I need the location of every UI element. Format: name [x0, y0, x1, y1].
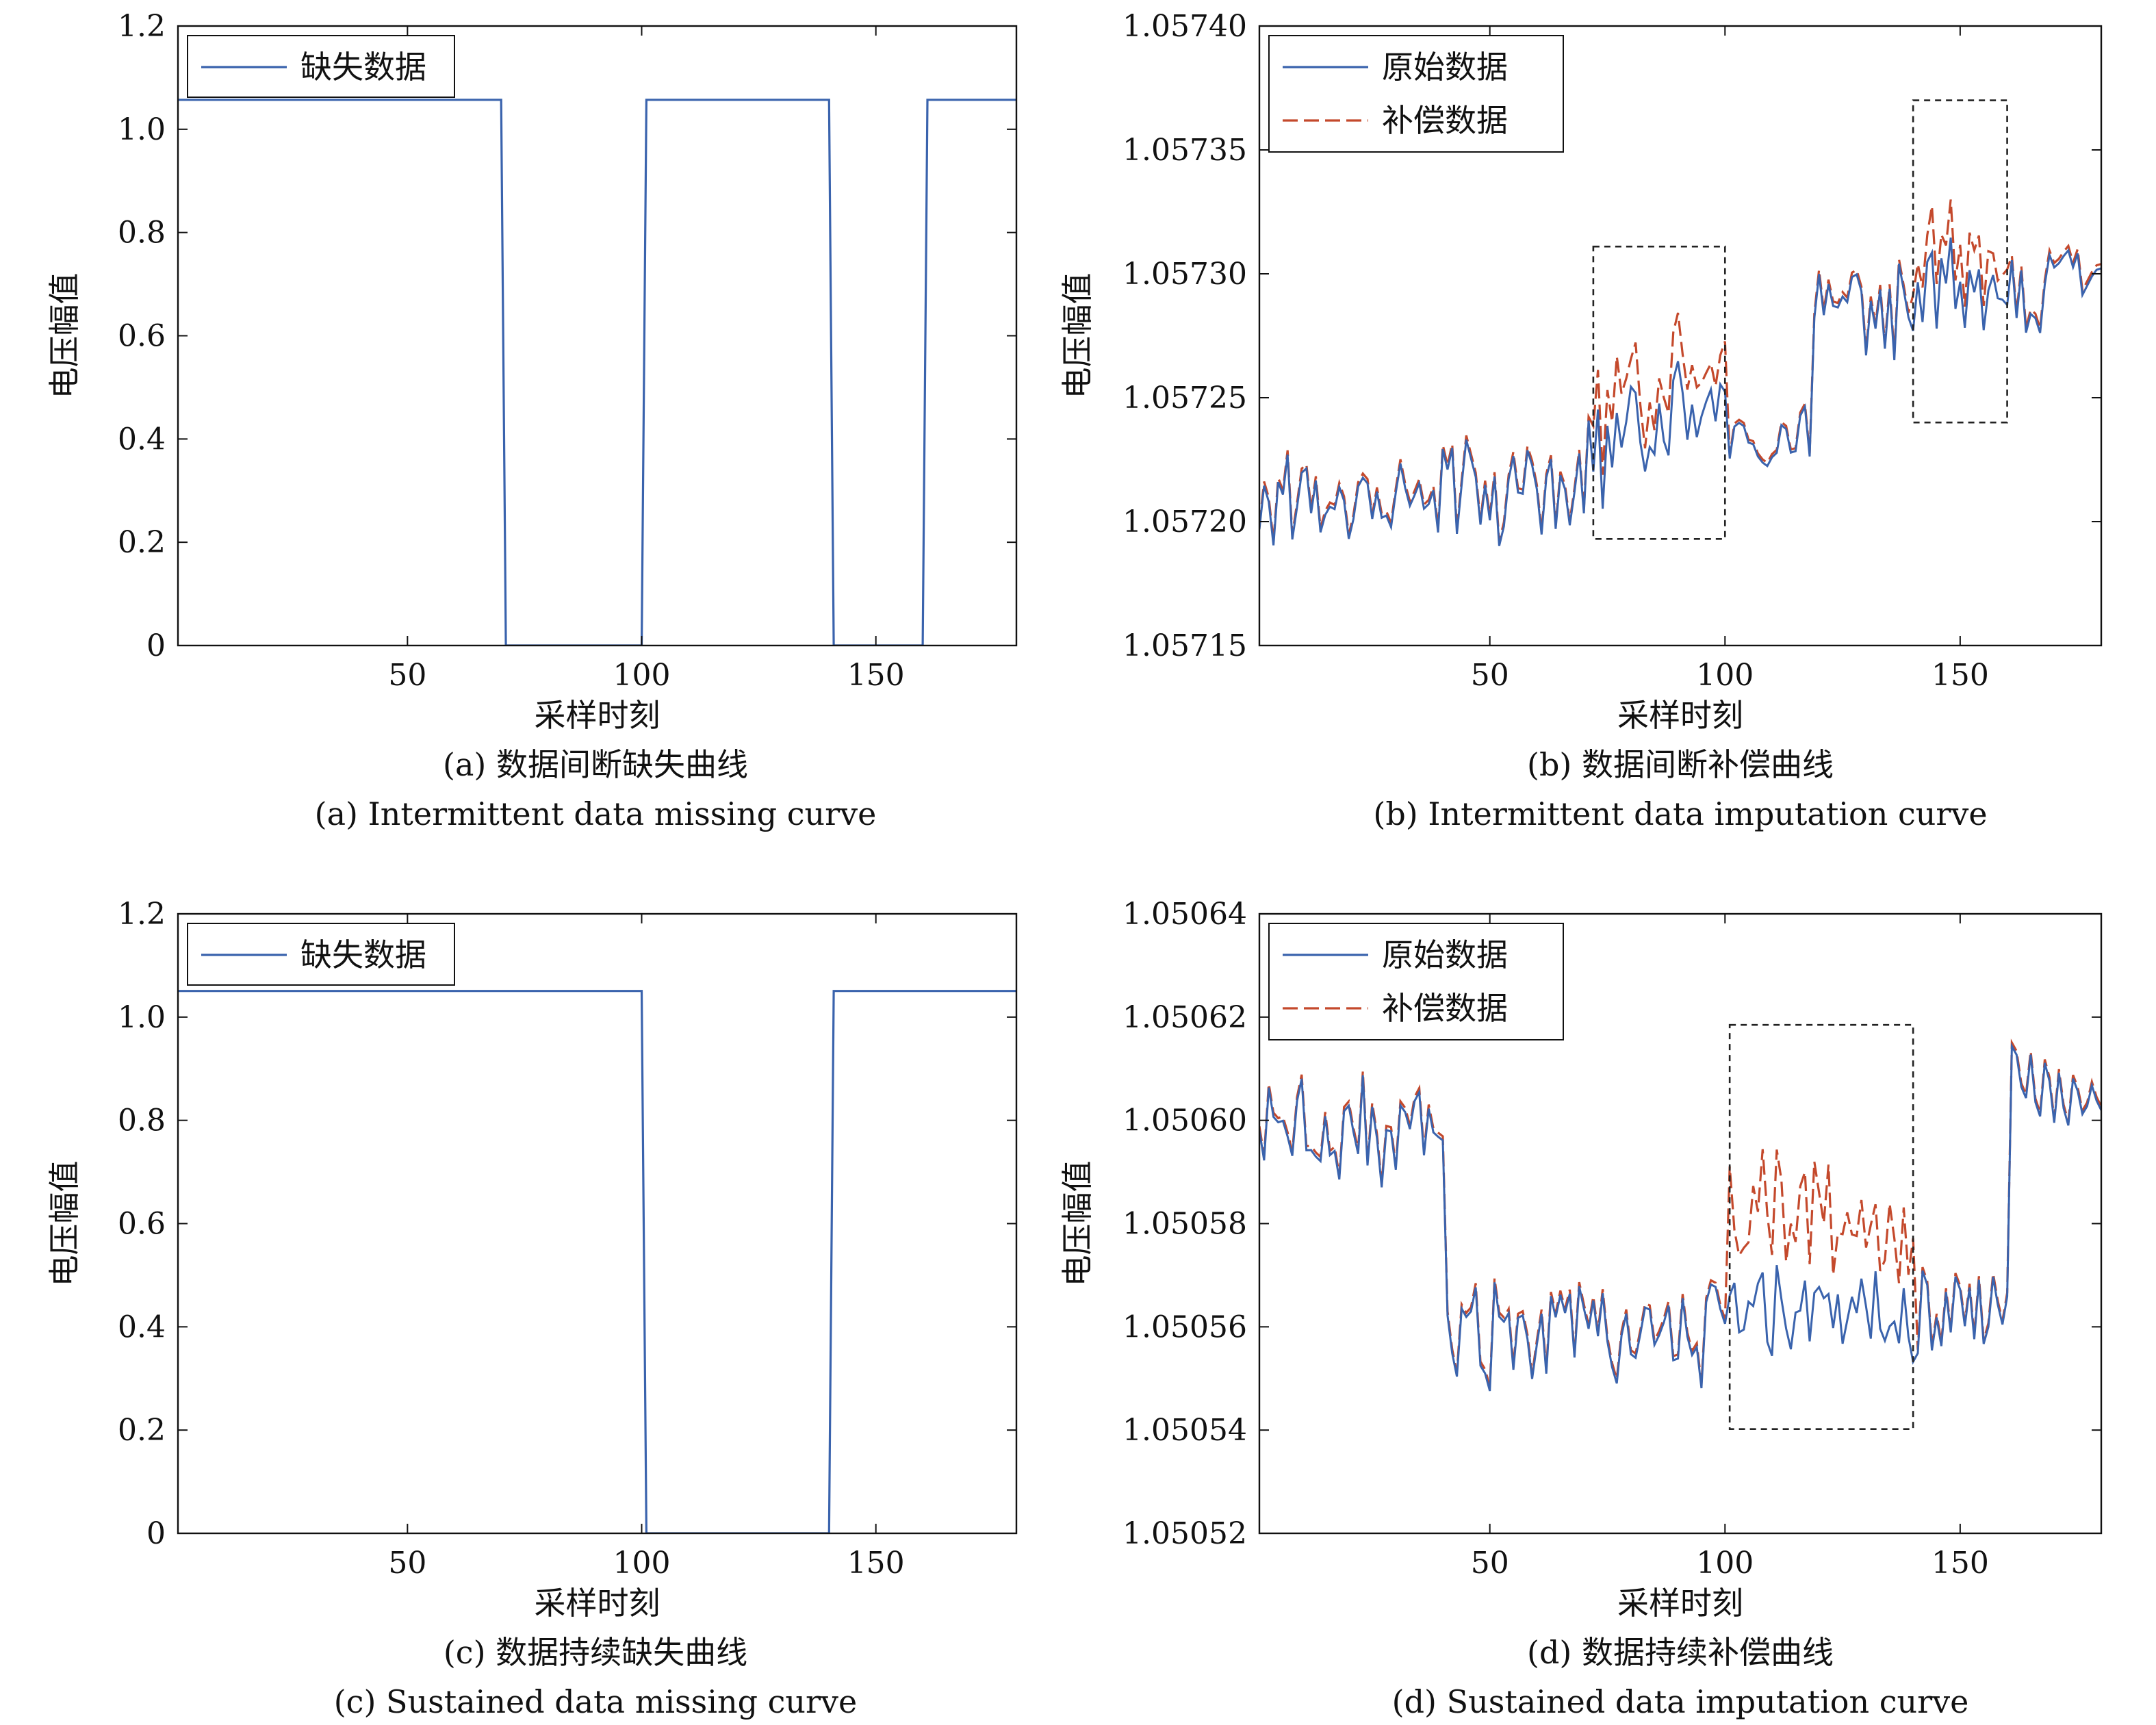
plot-lines — [1259, 199, 2101, 546]
y-tick-label: 0.2 — [118, 1413, 166, 1448]
y-axis-label: 电压幅值 — [1059, 1161, 1096, 1287]
legend-label: 原始数据 — [1382, 49, 1508, 86]
y-tick-label: 1.05730 — [1122, 257, 1247, 292]
chart-panel-b: 50 100 150 1.05715 1.05720 1.05725 1.05730 1.05… — [1059, 9, 2103, 832]
caption-en: (d) Sustained data imputation curve — [1392, 1683, 1969, 1720]
x-tick-label: 150 — [847, 1546, 905, 1581]
y-tick-label: 0.4 — [118, 1309, 166, 1344]
y-tick-label: 1.05058 — [1122, 1207, 1247, 1242]
legend-label: 原始数据 — [1382, 936, 1508, 973]
y-tick-label: 0 — [146, 1516, 166, 1551]
x-tick-label: 100 — [613, 658, 671, 693]
legend-label: 缺失数据 — [300, 936, 426, 973]
highlight-box-2 — [1912, 99, 2008, 424]
series-line-missing — [178, 99, 1016, 646]
y-tick-label: 1.05720 — [1122, 504, 1247, 539]
x-axis-label: 采样时刻 — [535, 1585, 660, 1622]
y-tick-label: 1.05052 — [1122, 1516, 1247, 1551]
y-axis-label: 电压幅值 — [46, 273, 83, 399]
y-tick-label: 1.2 — [118, 897, 166, 932]
x-tick-label: 50 — [388, 1546, 426, 1581]
y-tick-label: 1.0 — [118, 1000, 166, 1035]
y-tick-label: 0 — [146, 628, 166, 663]
x-tick-label: 150 — [1932, 1546, 1989, 1581]
plot-lines — [178, 99, 1016, 646]
y-tick-label: 1.05725 — [1122, 381, 1247, 416]
legend-label: 补偿数据 — [1382, 102, 1508, 139]
x-tick-label: 150 — [847, 658, 905, 693]
chart-panel-c: 50 100 150 0 0.2 0.4 0.6 0.8 1.0 1.2 采样时刻 电压幅值 (c) 数… — [46, 897, 1018, 1720]
y-tick-label: 0.8 — [118, 216, 166, 251]
x-tick-label: 100 — [1696, 658, 1754, 693]
x-tick-label: 100 — [1696, 1546, 1754, 1581]
axes-frame — [177, 912, 1018, 1535]
y-tick-label: 0.6 — [118, 1207, 166, 1242]
y-tick-label: 1.05740 — [1122, 9, 1247, 44]
caption-en: (c) Sustained data missing curve — [334, 1683, 858, 1720]
caption-en: (b) Intermittent data imputation curve — [1373, 795, 1987, 832]
y-tick-label: 1.0 — [118, 112, 166, 147]
highlight-box-1 — [1592, 245, 1726, 540]
series-line-original — [1259, 237, 2101, 546]
x-axis-label: 采样时刻 — [535, 697, 660, 734]
chart-panel-a: 50 100 150 0 0.2 0.4 0.6 0.8 1.0 1.2 采样时刻 电压幅值 (a) 数… — [46, 9, 1018, 832]
y-tick-label: 1.05060 — [1122, 1103, 1247, 1138]
y-tick-label: 1.05735 — [1122, 133, 1247, 168]
legend-box — [1268, 35, 1564, 153]
legend-label: 补偿数据 — [1382, 990, 1508, 1027]
plot-lines — [1259, 1038, 2101, 1392]
y-tick-label: 0.2 — [118, 525, 166, 560]
axes-frame — [1258, 25, 2103, 647]
x-axis-label: 采样时刻 — [1617, 1585, 1743, 1622]
series-line-missing — [178, 990, 1016, 1533]
y-tick-label: 0.6 — [118, 319, 166, 354]
y-tick-label: 0.4 — [118, 422, 166, 457]
caption-cn: (b) 数据间断补偿曲线 — [1527, 746, 1834, 783]
y-axis-label: 电压幅值 — [46, 1161, 83, 1287]
y-tick-label: 1.2 — [118, 9, 166, 44]
axes-frame — [177, 25, 1018, 647]
x-tick-label: 50 — [388, 658, 426, 693]
highlight-box-1 — [1728, 1023, 1914, 1430]
y-tick-label: 0.8 — [118, 1103, 166, 1138]
y-tick-label: 1.05715 — [1122, 628, 1247, 663]
chart-panel-d: 50 100 150 1.05052 1.05054 1.05056 1.05058 1.05… — [1059, 897, 2103, 1720]
y-axis-label: 电压幅值 — [1059, 273, 1096, 399]
series-line-original — [1259, 1042, 2101, 1392]
x-tick-label: 50 — [1471, 658, 1509, 693]
x-axis-label: 采样时刻 — [1617, 697, 1743, 734]
x-tick-label: 100 — [613, 1546, 671, 1581]
legend-box — [1268, 923, 1564, 1040]
y-tick-label: 1.05062 — [1122, 1000, 1247, 1035]
plot-lines — [178, 990, 1016, 1533]
caption-en: (a) Intermittent data missing curve — [315, 795, 877, 832]
caption-cn: (d) 数据持续补偿曲线 — [1527, 1634, 1834, 1671]
caption-cn: (c) 数据持续缺失曲线 — [444, 1634, 747, 1671]
y-tick-label: 1.05054 — [1122, 1413, 1247, 1448]
x-tick-label: 150 — [1932, 658, 1989, 693]
y-tick-label: 1.05064 — [1122, 897, 1247, 932]
y-tick-label: 1.05056 — [1122, 1309, 1247, 1344]
legend-label: 缺失数据 — [300, 49, 426, 86]
caption-cn: (a) 数据间断缺失曲线 — [443, 746, 748, 783]
x-tick-label: 50 — [1471, 1546, 1509, 1581]
